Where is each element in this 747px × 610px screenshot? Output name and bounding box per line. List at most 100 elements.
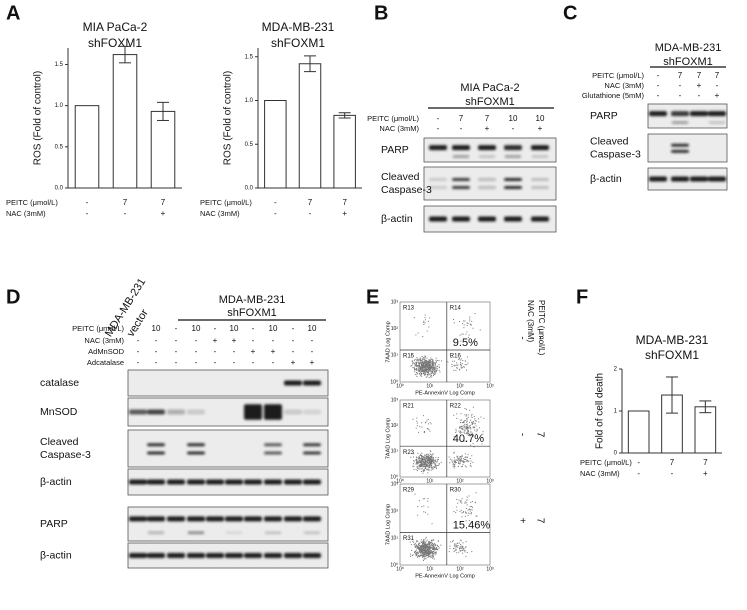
dot: [417, 358, 419, 360]
treatment-label: PEITC (μmol/L): [72, 324, 124, 333]
dot: [423, 462, 425, 464]
dot: [465, 541, 467, 543]
dot: [463, 462, 465, 464]
dot: [421, 465, 423, 467]
dot: [418, 365, 420, 367]
dot: [466, 364, 468, 366]
dot: [430, 552, 432, 554]
dot: [425, 544, 427, 546]
dot: [427, 549, 429, 551]
dot: [469, 510, 471, 512]
band: [649, 176, 667, 182]
dot: [426, 375, 428, 377]
band: [303, 443, 321, 447]
dot: [459, 426, 461, 428]
dot: [425, 421, 427, 423]
dot: [465, 466, 467, 468]
treatment-label: PEITC (μmol/L): [367, 114, 419, 123]
dot: [424, 422, 426, 424]
dot: [453, 467, 455, 469]
band: [188, 531, 204, 534]
dot: [462, 440, 464, 442]
y-tick-label: 10⁰: [390, 562, 398, 568]
dot: [417, 556, 419, 558]
dot: [468, 430, 470, 432]
dot: [423, 323, 425, 325]
dot: [461, 516, 463, 518]
dot: [427, 462, 429, 464]
dot: [416, 547, 418, 549]
blot-row-label: β-actin: [40, 549, 72, 561]
dot: [416, 541, 418, 543]
dot: [425, 364, 427, 366]
dot: [462, 323, 464, 325]
dot: [435, 357, 437, 359]
panel-label: F: [576, 286, 588, 308]
dot: [424, 550, 426, 552]
dot: [422, 361, 424, 363]
dot: [412, 465, 414, 467]
dot: [421, 370, 423, 372]
dot: [457, 364, 459, 366]
dot: [437, 540, 439, 542]
dot: [424, 543, 426, 545]
dot: [415, 427, 417, 429]
blot-bands: [129, 479, 321, 485]
dot: [472, 421, 474, 423]
band: [531, 145, 549, 151]
band: [206, 553, 224, 558]
dot: [467, 432, 469, 434]
dot: [429, 550, 431, 552]
dot: [455, 364, 457, 366]
dot: [452, 541, 454, 543]
band: [147, 409, 165, 415]
dot: [436, 461, 438, 463]
blot-row-label: Cleaved: [590, 135, 629, 147]
dot: [470, 508, 472, 510]
band: [187, 516, 205, 522]
dot: [424, 365, 426, 367]
dot: [425, 460, 427, 462]
dot: [429, 546, 431, 548]
dot: [432, 553, 434, 555]
treatment-value: -: [516, 433, 527, 436]
dot: [455, 432, 457, 434]
dot: [431, 467, 433, 469]
treatment-label: PEITC (μmol/L): [537, 300, 546, 356]
dot: [430, 366, 432, 368]
dot: [466, 325, 468, 327]
dot: [410, 555, 412, 557]
dot: [427, 423, 429, 425]
dot: [422, 547, 424, 549]
dot: [464, 440, 466, 442]
gate-label: R30: [450, 488, 462, 494]
dot: [428, 367, 430, 369]
dot: [463, 320, 465, 322]
dot: [417, 462, 419, 464]
dot: [427, 453, 429, 455]
dot: [416, 417, 418, 419]
dot: [461, 428, 463, 430]
dot: [418, 460, 420, 462]
dot: [422, 555, 424, 557]
dot: [471, 432, 473, 434]
dot: [415, 459, 417, 461]
dot: [421, 547, 423, 549]
dot: [422, 458, 424, 460]
dot: [464, 414, 466, 416]
dot: [422, 556, 424, 558]
dot: [481, 443, 483, 445]
dot: [432, 363, 434, 365]
treatment-label: NAC (3mM): [526, 300, 535, 343]
dot: [461, 455, 463, 457]
dot: [438, 369, 440, 371]
dot: [469, 464, 471, 466]
gate-label: R31: [403, 536, 415, 542]
dot: [423, 321, 425, 323]
dot: [432, 366, 434, 368]
dot: [434, 459, 436, 461]
dot: [423, 361, 425, 363]
dot: [428, 362, 430, 364]
dot: [422, 543, 424, 545]
dot: [482, 433, 484, 435]
